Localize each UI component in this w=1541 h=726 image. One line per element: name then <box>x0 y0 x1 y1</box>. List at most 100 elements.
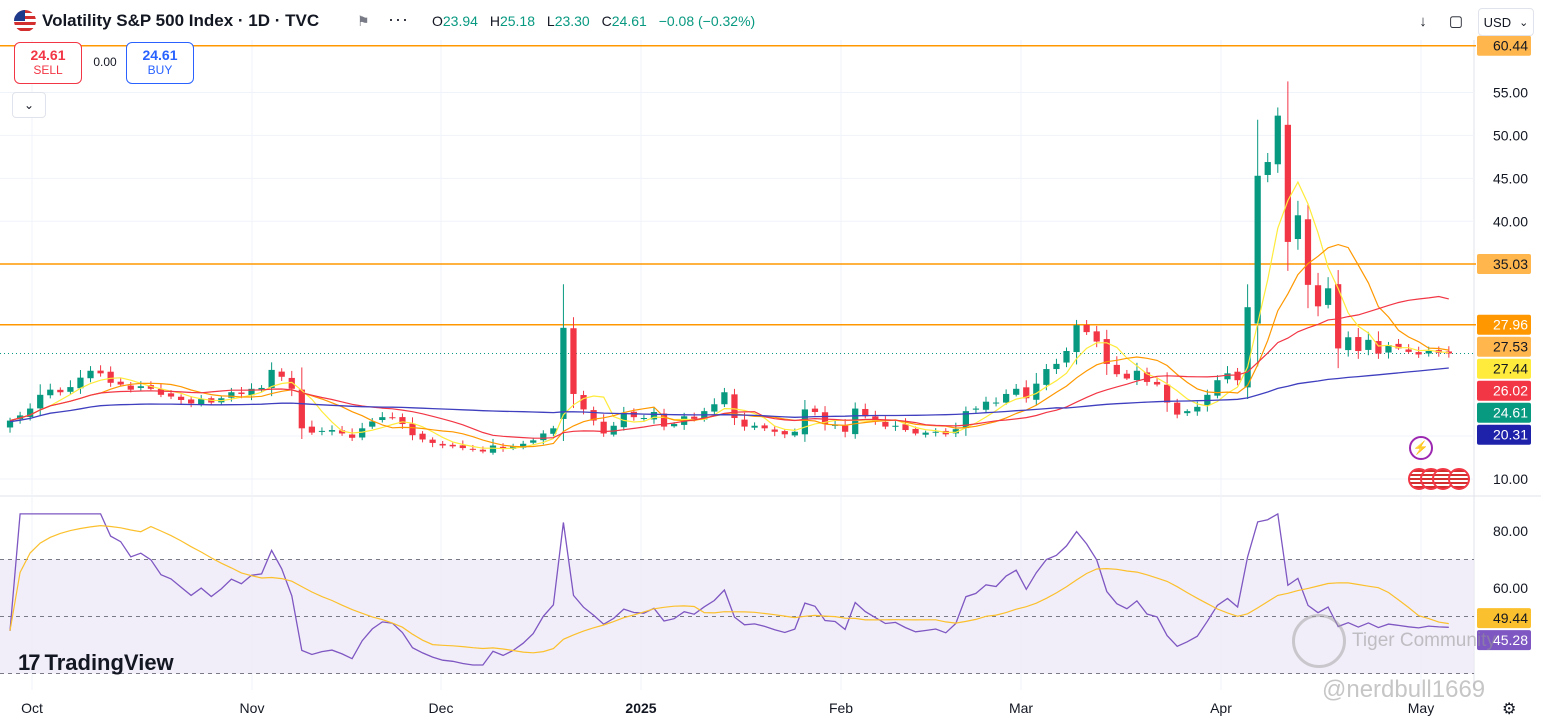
buy-button[interactable]: 24.61 BUY <box>126 42 194 84</box>
sell-button[interactable]: 24.61 SELL <box>14 42 82 84</box>
buy-price: 24.61 <box>142 47 178 63</box>
candle <box>77 369 84 394</box>
price-label-box <box>1477 314 1531 335</box>
candle-body <box>77 377 84 389</box>
candle <box>268 362 275 397</box>
candle <box>842 419 849 438</box>
candle <box>328 425 336 436</box>
candle-body <box>1234 371 1241 381</box>
candle-body <box>751 425 758 428</box>
candle <box>429 437 436 448</box>
candle-body <box>771 429 778 432</box>
price-label: 35.03 <box>1477 253 1531 274</box>
candle-body <box>982 401 990 410</box>
time-tick-label: Dec <box>429 700 454 716</box>
candle-body <box>459 445 466 449</box>
candle <box>781 428 788 439</box>
candle-body <box>1294 215 1302 240</box>
arrow-down-icon[interactable]: ↓ <box>1419 12 1427 30</box>
candle-body <box>1375 341 1382 354</box>
ma-mid-line <box>9 243 1449 448</box>
candle <box>892 421 899 431</box>
candle-body <box>640 418 648 420</box>
price-label-text: 60.44 <box>1493 38 1528 54</box>
candle <box>761 423 768 431</box>
us-flag-icon[interactable] <box>1448 468 1470 490</box>
rsi-value-label: 49.44 <box>1477 608 1531 629</box>
candle-body <box>1023 387 1030 399</box>
candle-body <box>1365 339 1372 350</box>
candle <box>811 405 819 416</box>
candle-body <box>1405 349 1412 352</box>
candle-body <box>560 327 567 419</box>
candle-body <box>379 417 386 421</box>
candle-body <box>962 411 970 429</box>
fullscreen-icon[interactable]: ▢ <box>1448 13 1464 30</box>
symbol-title[interactable]: Volatility S&P 500 Index · 1D · TVC <box>42 11 320 30</box>
candle-body <box>1395 343 1402 349</box>
rsi-line <box>9 512 1449 666</box>
candle-body <box>952 429 959 434</box>
candle-body <box>1385 344 1392 353</box>
candle-body <box>550 428 557 434</box>
candle-body <box>67 387 74 392</box>
candle-body <box>711 404 718 412</box>
price-label-box <box>1477 380 1531 401</box>
flag-icon[interactable]: ⚑ <box>357 13 370 29</box>
candle <box>1274 107 1281 173</box>
candle-body <box>580 395 587 410</box>
rsi-value-text: 49.44 <box>1493 610 1528 626</box>
candle <box>590 406 597 426</box>
candle <box>1093 325 1100 348</box>
settings-icon[interactable]: ⚙ <box>1502 701 1517 718</box>
open-label: O <box>432 13 443 29</box>
price-tick-label: 10.00 <box>1493 471 1528 487</box>
candle-body <box>590 410 597 421</box>
low-label: L <box>546 13 555 29</box>
candle-body <box>117 381 124 385</box>
candle-body <box>359 428 366 438</box>
candle <box>992 397 1000 407</box>
candle <box>238 386 245 399</box>
candle-body <box>1133 370 1141 381</box>
spread-value: 0.00 <box>93 55 117 69</box>
rsi-tick-label: 80.00 <box>1493 523 1528 539</box>
candle-body <box>1123 373 1130 379</box>
candle-body <box>1013 388 1020 395</box>
candle-body <box>842 425 849 432</box>
collapse-button[interactable]: ⌄ <box>12 92 46 118</box>
candle-body <box>530 440 537 443</box>
price-label-box <box>1477 358 1531 379</box>
price-tick-label: 50.00 <box>1493 127 1528 143</box>
candle-body <box>57 389 64 393</box>
time-tick-label: Feb <box>829 700 853 716</box>
candle-body <box>821 412 829 425</box>
price-label-box <box>1477 35 1531 56</box>
candle <box>1164 372 1171 412</box>
watermark-user: @nerdbull1669 <box>1322 676 1486 703</box>
tradingview-logo-text: TradingView <box>44 650 174 675</box>
more-options-icon[interactable]: ··· <box>388 9 409 29</box>
candle-body <box>509 446 517 449</box>
price-label-text: 27.44 <box>1493 361 1528 377</box>
rsi-value-box <box>1477 608 1531 629</box>
candle <box>660 408 668 431</box>
candle <box>1063 347 1070 368</box>
candle <box>902 418 909 432</box>
rsi-value-text: 45.28 <box>1493 632 1528 648</box>
candle-body <box>852 408 859 435</box>
candle <box>459 440 466 451</box>
lightning-event-icon[interactable]: ⚡ <box>1409 436 1433 460</box>
change-value: −0.08 (−0.32%) <box>658 13 756 29</box>
candle <box>1053 358 1060 374</box>
candle-body <box>882 421 889 427</box>
candle <box>1103 329 1110 375</box>
price-tick-label: 40.00 <box>1493 213 1528 229</box>
candle <box>771 426 778 437</box>
candle-body <box>1425 351 1432 354</box>
candle-body <box>630 411 637 418</box>
currency-select[interactable]: USD ⌄ <box>1478 8 1534 36</box>
tradingview-logo[interactable]: 17 TradingView <box>18 650 174 676</box>
candle <box>1234 367 1241 386</box>
